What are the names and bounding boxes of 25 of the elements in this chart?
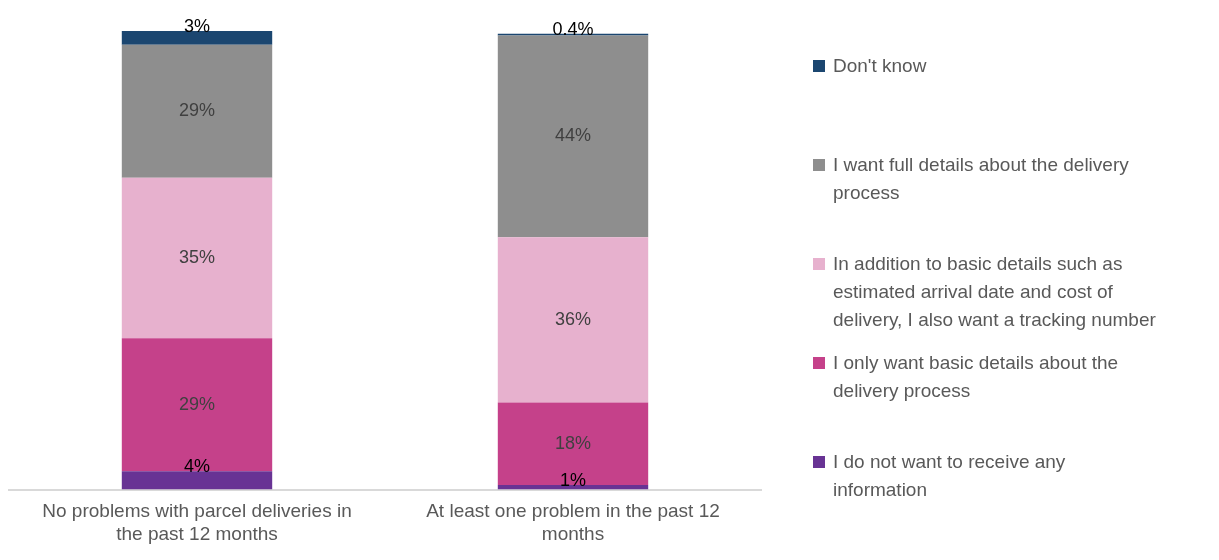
data-label: 0.4% [552, 18, 594, 39]
bar [121, 44, 273, 178]
x-tick-label: No problems with parcel deliveries in the past 12 months [42, 499, 352, 545]
legend-label: In addition to basic details such as estimated arrival date and cost of delivery, I also want a tracking number [833, 252, 1157, 332]
bar [497, 402, 649, 485]
legend-label: Don't know [833, 54, 928, 78]
legend-label: I want full details about the delivery process [833, 153, 1130, 205]
data-label: 29% [178, 393, 216, 414]
legend-label: I do not want to receive any information [833, 450, 1067, 502]
x-tick-label: At least one problem in the past 12 months [426, 499, 720, 545]
legend-label: I only want basic details about the delivery process [833, 351, 1120, 403]
data-label: 44% [554, 125, 592, 146]
data-label: 1% [559, 469, 587, 490]
data-label: 3% [183, 16, 211, 36]
bar [121, 471, 273, 490]
data-label: 4% [183, 456, 211, 477]
bar [497, 35, 649, 238]
bar [121, 31, 273, 45]
data-label: 29% [178, 100, 216, 121]
data-label: 36% [554, 308, 592, 329]
bar [121, 338, 273, 472]
data-label: 18% [554, 432, 592, 453]
bar [497, 237, 649, 403]
bar [121, 177, 273, 339]
data-label: 35% [178, 246, 216, 267]
